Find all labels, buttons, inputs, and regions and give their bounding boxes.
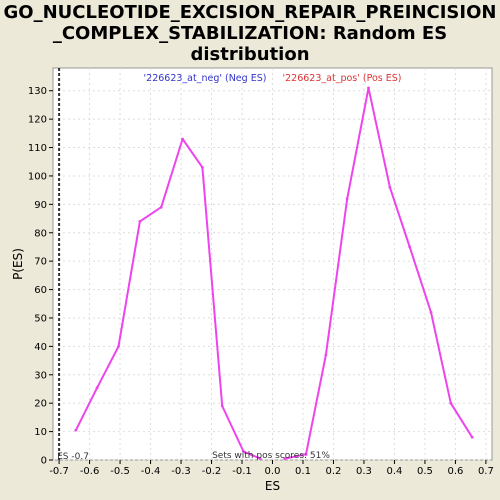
x-tick-label: 0.4 [386,466,402,477]
x-tick-label: -0.7 [49,466,69,477]
series-layer [74,86,474,460]
y-tick-label: 120 [28,115,47,126]
data-point [200,166,204,169]
series-line-neg [75,138,261,460]
x-axis-label: ES [265,479,280,493]
x-tick-label: -0.6 [80,466,100,477]
data-point [367,86,370,90]
data-point [429,310,433,314]
data-point [117,344,120,348]
y-tick-label: 60 [34,285,47,296]
pos-scores-note: Sets with pos scores: 51% [212,451,330,461]
y-tick-label: 40 [34,342,47,353]
data-point [388,185,392,189]
x-tick-label: -0.4 [141,466,161,477]
data-point [408,245,412,249]
x-tick-label: -0.5 [110,466,130,477]
x-tick-label: 0.0 [265,466,281,477]
x-tick-label: 0.7 [478,466,494,477]
grid-lines [53,68,492,461]
data-point [449,401,453,405]
data-point [470,435,474,439]
y-axis-label: P(ES) [11,248,25,280]
data-point [258,457,262,460]
chart-title-line-3: distribution [190,44,310,65]
data-point [304,452,308,456]
x-axis-ticks: -0.7 -0.6 -0.5 -0.4 -0.3 -0.2 -0.1 0.0 0.1 0.2 0.3… [49,460,494,477]
x-tick-label: -0.2 [202,466,222,477]
data-point [283,457,287,460]
y-tick-label: 80 [34,228,47,239]
legend-pos-es: '226623_at_pos' (Pos ES) [283,73,402,84]
x-tick-label: 0.5 [417,466,433,477]
y-tick-label: 100 [28,171,47,182]
data-point [181,137,184,141]
x-tick-label: 0.3 [356,466,372,477]
data-point [242,450,245,453]
data-point [324,353,328,357]
y-axis-ticks: 0 10 20 30 40 50 60 70 80 90 100 110 120 130 [28,86,53,467]
data-point [138,219,142,223]
series-line-pos [284,86,474,460]
observed-es-label: ES -0.7 [57,452,89,462]
y-tick-label: 10 [34,427,47,438]
y-tick-label: 0 [41,456,47,467]
x-tick-label: -0.1 [232,466,252,477]
chart-title-line-1: GO_NUCLEOTIDE_EXCISION_REPAIR_PREINCISIO… [3,2,497,23]
x-tick-label: -0.3 [171,466,191,477]
y-tick-label: 90 [34,200,47,211]
data-point [74,428,78,432]
y-tick-label: 130 [28,86,47,97]
legend-neg-es: '226623_at_neg' (Neg ES) [144,73,267,84]
data-point [220,404,224,408]
y-tick-label: 70 [34,257,47,268]
data-point [95,386,99,389]
x-tick-label: 0.2 [326,466,342,477]
data-point [345,197,349,201]
y-tick-label: 110 [28,143,47,154]
chart-title-line-2: _COMPLEX_STABILIZATION: Random ES [52,23,448,44]
y-tick-label: 50 [34,313,47,324]
data-point [159,205,163,209]
y-tick-label: 30 [34,370,47,381]
x-tick-label: 0.6 [447,466,463,477]
y-tick-label: 20 [34,399,47,410]
chart-title: GO_NUCLEOTIDE_EXCISION_REPAIR_PREINCISIO… [0,2,500,65]
x-tick-label: 0.1 [295,466,311,477]
